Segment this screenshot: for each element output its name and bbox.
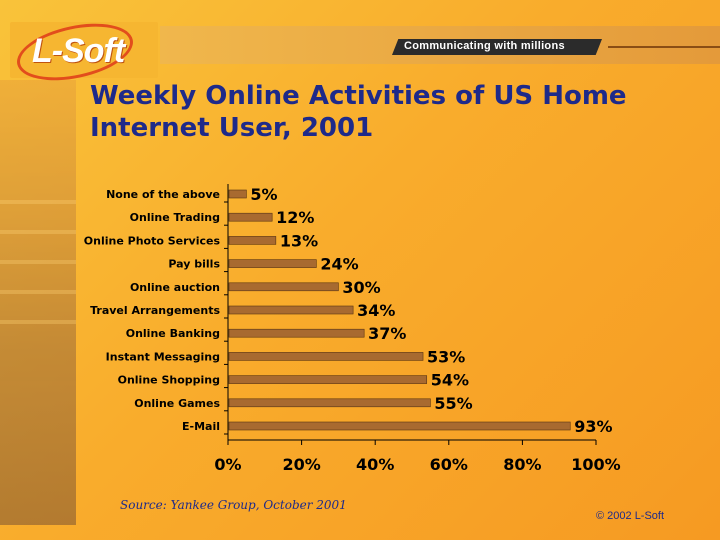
value-label: 13% <box>280 231 318 250</box>
x-tick-label: 0% <box>214 455 241 474</box>
value-label: 30% <box>342 278 380 297</box>
category-label: Online Photo Services <box>84 234 221 247</box>
category-label: Online Trading <box>130 211 220 224</box>
logo: L-Soft <box>10 14 158 90</box>
copyright: © 2002 L-Soft <box>596 510 665 522</box>
bar <box>228 236 277 245</box>
x-tick-label: 100% <box>571 455 620 474</box>
category-label: Online Banking <box>126 327 220 340</box>
category-label: E-Mail <box>182 420 220 433</box>
value-label: 24% <box>320 255 358 274</box>
bar <box>228 328 365 338</box>
bar <box>228 212 273 222</box>
x-tick-label: 20% <box>282 455 320 474</box>
x-tick-label: 80% <box>503 455 541 474</box>
value-label: 93% <box>574 417 612 436</box>
value-label: 37% <box>368 324 406 343</box>
logo-text: L-Soft <box>32 32 125 70</box>
bar <box>228 189 247 199</box>
bar <box>228 421 571 431</box>
bar <box>228 352 424 361</box>
value-label: 55% <box>434 394 472 413</box>
category-label: Pay bills <box>168 258 220 271</box>
source-note: Source: Yankee Group, October 2001 <box>120 498 347 512</box>
chart-title: Weekly Online Activities of US Home Inte… <box>90 81 627 143</box>
value-label: 53% <box>427 347 465 366</box>
value-label: 12% <box>276 208 314 227</box>
bar <box>228 259 317 268</box>
bar <box>228 305 354 315</box>
photo-strip <box>0 80 76 525</box>
category-label: Online Games <box>134 397 220 410</box>
x-tick-label: 60% <box>430 455 468 474</box>
tagline-bar <box>392 39 602 55</box>
category-label: Online auction <box>130 281 220 294</box>
value-label: 34% <box>357 301 395 320</box>
category-label: Travel Arrangements <box>90 304 220 317</box>
category-label: None of the above <box>106 188 220 201</box>
tagline: Communicating with millions <box>404 40 565 52</box>
bar <box>228 375 428 384</box>
x-tick-label: 40% <box>356 455 394 474</box>
bar <box>228 282 339 292</box>
category-label: Online Shopping <box>118 374 220 387</box>
bar <box>228 398 431 408</box>
header-rule <box>608 46 720 48</box>
value-label: 54% <box>431 371 469 390</box>
value-label: 5% <box>250 185 277 204</box>
category-label: Instant Messaging <box>106 350 220 363</box>
